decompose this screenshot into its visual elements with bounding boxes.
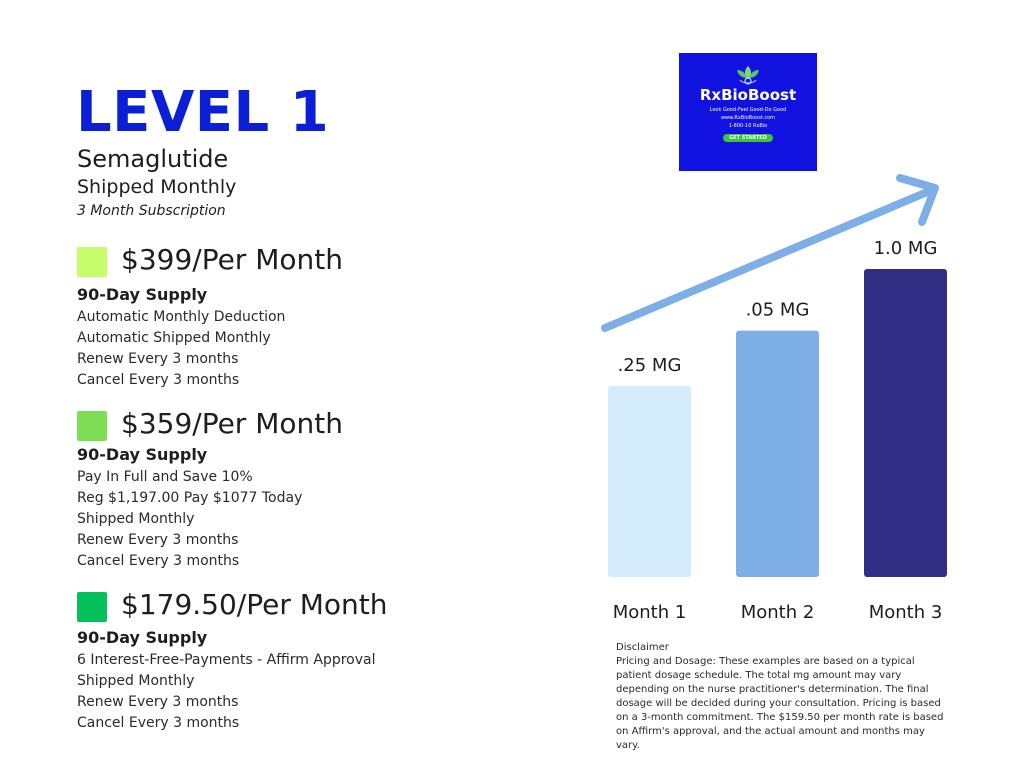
trend-arrow-icon bbox=[601, 186, 936, 332]
chart-bar bbox=[736, 330, 819, 577]
brand-logo: RxBioBoost Look Good-Feel Good-Do Good w… bbox=[679, 53, 817, 171]
month-label: Month 1 bbox=[613, 602, 687, 623]
brand-name: RxBioBoost bbox=[699, 86, 797, 104]
plan-price: $359/Per Month bbox=[121, 407, 343, 440]
plan-detail: Automatic Shipped Monthly bbox=[77, 330, 271, 346]
plan-359: $359/Per Month 90-Day Supply Pay In Full… bbox=[77, 407, 343, 572]
chart-bar bbox=[608, 386, 691, 577]
plan-color-swatch bbox=[77, 411, 107, 441]
plan-179-50: $179.50/Per Month 90-Day Supply 6 Intere… bbox=[77, 588, 388, 734]
brand-tagline: Look Good-Feel Good-Do Good bbox=[709, 107, 787, 113]
plan-color-swatch bbox=[77, 592, 107, 622]
get-started-badge: GET STARTED bbox=[723, 134, 773, 142]
drug-name: Semaglutide bbox=[77, 145, 229, 173]
plan-detail: Automatic Monthly Deduction bbox=[77, 309, 286, 325]
bar-value-label: 1.0 MG bbox=[874, 238, 938, 259]
disclaimer-text: Pricing and Dosage: These examples are b… bbox=[616, 656, 944, 751]
plan-price: $179.50/Per Month bbox=[121, 588, 388, 621]
disclaimer: Disclaimer Pricing and Dosage: These exa… bbox=[616, 641, 946, 753]
dosage-chart: .25 MG Month 1 .05 MG Month 2 1.0 MG Month 3 bbox=[601, 174, 947, 623]
brand-website: www.RxBioBoost.com bbox=[720, 115, 776, 121]
plan-detail: Shipped Monthly bbox=[77, 673, 195, 689]
plan-399: $399/Per Month 90-Day Supply Automatic M… bbox=[77, 243, 343, 391]
plan-detail: Renew Every 3 months bbox=[77, 532, 239, 548]
plan-detail: Cancel Every 3 months bbox=[77, 553, 240, 569]
brand-phone: 1-800-10 RxBio bbox=[728, 123, 768, 129]
chart-bar bbox=[864, 269, 947, 577]
page-title: LEVEL 1 bbox=[76, 80, 330, 145]
trend-arrowhead-icon bbox=[896, 174, 939, 226]
bar-value-label: .05 MG bbox=[746, 300, 810, 321]
plan-detail: Shipped Monthly bbox=[77, 511, 195, 527]
plan-detail: Cancel Every 3 months bbox=[77, 372, 240, 388]
plan-color-swatch bbox=[77, 247, 107, 277]
disclaimer-title: Disclaimer bbox=[616, 642, 669, 653]
plan-supply: 90-Day Supply bbox=[77, 628, 208, 647]
plan-price: $399/Per Month bbox=[121, 243, 343, 276]
bar-value-label: .25 MG bbox=[618, 355, 682, 376]
subscription-info: 3 Month Subscription bbox=[77, 203, 226, 219]
leaf-emblem-icon bbox=[737, 66, 759, 85]
month-label: Month 3 bbox=[869, 602, 943, 623]
plan-detail: Reg $1,197.00 Pay $1077 Today bbox=[77, 490, 303, 506]
plan-detail: Renew Every 3 months bbox=[77, 351, 239, 367]
month-label: Month 2 bbox=[741, 602, 815, 623]
plan-supply: 90-Day Supply bbox=[77, 285, 208, 304]
plan-supply: 90-Day Supply bbox=[77, 445, 208, 464]
plan-detail: Pay In Full and Save 10% bbox=[77, 469, 253, 485]
plan-detail: Renew Every 3 months bbox=[77, 694, 239, 710]
plan-detail: 6 Interest-Free-Payments - Affirm Approv… bbox=[77, 652, 376, 668]
plan-detail: Cancel Every 3 months bbox=[77, 715, 240, 731]
shipping-info: Shipped Monthly bbox=[77, 176, 237, 198]
